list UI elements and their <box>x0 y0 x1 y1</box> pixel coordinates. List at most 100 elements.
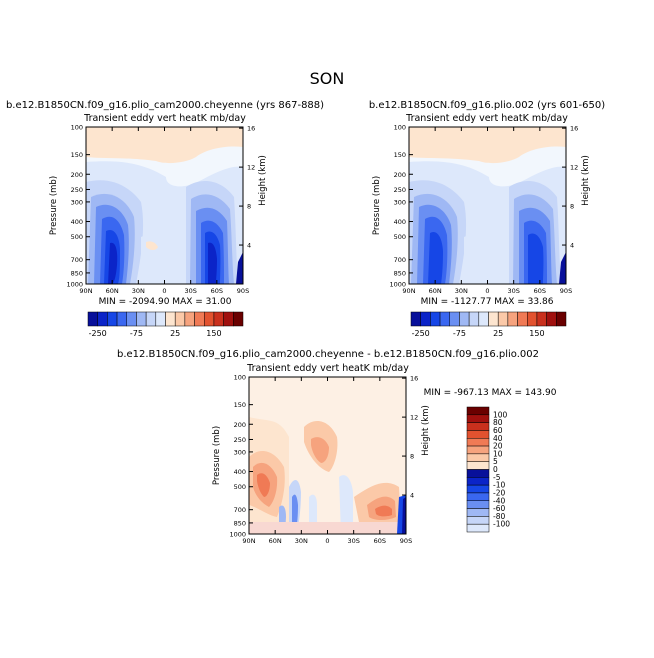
y2-axis-label: Height (km) <box>421 405 431 456</box>
panel-2-contour-plot <box>409 127 566 284</box>
colorbar-swatch <box>466 500 490 509</box>
x-tick-label: 60N <box>429 287 442 295</box>
panel-diff-case-title: b.e12.B1850CN.f09_g16.plio_cam2000.cheye… <box>117 349 539 360</box>
y2-tick-label: 16 <box>410 375 418 383</box>
contour-region <box>108 242 118 284</box>
y-tick-label: 1000 <box>389 281 406 289</box>
colorbar-swatch <box>478 311 489 327</box>
y2-tick-label: 4 <box>410 492 414 500</box>
colorbar-label: 10 <box>493 449 503 458</box>
y-tick-label: 150 <box>394 151 406 159</box>
y-tick-label: 400 <box>71 218 83 226</box>
y-tick-label: 300 <box>234 448 246 456</box>
colorbar-label: 40 <box>493 434 503 443</box>
y2-tick-label: 12 <box>410 414 418 422</box>
colorbar-label: 20 <box>493 442 503 451</box>
contour-region <box>409 127 566 164</box>
y-axis-label: Pressure (mb) <box>212 426 222 485</box>
colorbar-swatch <box>223 311 234 327</box>
y2-tick-label: 16 <box>570 125 578 133</box>
y2-tick-label: 8 <box>570 203 574 211</box>
y-tick-label: 850 <box>234 519 246 527</box>
colorbar-swatch <box>507 311 518 327</box>
colorbar-swatch <box>459 311 470 327</box>
y-tick-label: 150 <box>71 151 83 159</box>
y-tick-label: 700 <box>234 506 246 514</box>
panel-diff-title: Transient eddy vert heatK mb/day <box>246 363 409 374</box>
y-axis-label: Pressure (mb) <box>372 176 382 235</box>
colorbar-label: 0 <box>493 465 498 474</box>
contour-region <box>402 497 406 534</box>
colorbar-swatch <box>536 311 547 327</box>
y2-tick-label: 16 <box>247 125 255 133</box>
colorbar-label: 150 <box>206 329 221 338</box>
y2-tick-label: 12 <box>570 164 578 172</box>
panel-diff-axes: 90N 60N 30N 0 30S 60S 90S 100 150 200 250 300 400 500… <box>212 374 431 546</box>
x-tick-label: 0 <box>485 287 489 295</box>
y2-tick-label: 8 <box>410 453 414 461</box>
contour-region <box>311 437 329 463</box>
x-tick-label: 60N <box>269 537 282 545</box>
x-tick-label: 30N <box>295 537 308 545</box>
panel-2-title: Transient eddy vert heatK mb/day <box>405 113 568 124</box>
colorbar-swatch <box>466 477 490 486</box>
y-axis-label: Pressure (mb) <box>49 176 59 235</box>
contour-region <box>146 241 158 250</box>
panel-1-title: Transient eddy vert heatK mb/day <box>83 113 246 124</box>
colorbar-swatch <box>466 422 490 431</box>
colorbar-label: -10 <box>493 481 505 490</box>
colorbar-label: 25 <box>493 329 503 338</box>
colorbar-swatch <box>466 469 490 478</box>
colorbar-swatch <box>430 311 441 327</box>
colorbar-swatch <box>466 516 490 525</box>
panel-diff-stats: MIN = -967.13 MAX = 143.90 <box>424 388 557 398</box>
contour-region <box>339 475 353 534</box>
colorbar-label: 100 <box>493 410 508 419</box>
colorbar-swatch <box>466 484 490 494</box>
y-tick-label: 1000 <box>229 531 246 539</box>
panel-1-case-title: b.e12.B1850CN.f09_g16.plio_cam2000.cheye… <box>6 100 324 111</box>
x-tick-label: 30N <box>132 287 145 295</box>
colorbar-swatch <box>466 523 490 533</box>
x-tick-label: 30S <box>507 287 519 295</box>
colorbar-swatch <box>497 311 509 327</box>
y-tick-label: 400 <box>394 218 406 226</box>
contour-region <box>208 242 217 284</box>
colorbar-swatch <box>97 311 108 327</box>
colorbar-swatch <box>174 311 186 327</box>
colorbar-swatch <box>466 414 490 423</box>
x-tick-label: 60S <box>534 287 546 295</box>
panel-1-axes: 90N 60N 30N 0 30S 60S 90S 100 150 200 250 300 400 500… <box>49 124 268 296</box>
y-tick-label: 250 <box>234 436 246 444</box>
panel-1-colorbar: -250 -75 25 150 <box>87 311 244 338</box>
colorbar-swatch <box>136 311 147 327</box>
x-tick-label: 90N <box>402 287 415 295</box>
panel-2-stats: MIN = -1127.77 MAX = 33.86 <box>421 297 554 307</box>
contour-region <box>375 505 392 517</box>
colorbar-swatch <box>466 438 490 447</box>
panel-2-colorbar: -250 -75 25 150 <box>410 311 567 338</box>
x-tick-label: 30N <box>455 287 468 295</box>
colorbar-swatch <box>420 311 431 327</box>
y-tick-label: 400 <box>234 468 246 476</box>
colorbar-label: -80 <box>493 512 505 521</box>
colorbar-label: 60 <box>493 426 503 435</box>
colorbar-swatch <box>165 311 176 327</box>
colorbar-label: -5 <box>493 473 501 482</box>
y-tick-label: 200 <box>71 171 83 179</box>
panel-1-stats: MIN = -2094.90 MAX = 31.00 <box>99 297 232 307</box>
colorbar-label: -75 <box>130 329 143 338</box>
colorbar-label: 5 <box>493 457 498 466</box>
colorbar-swatch <box>546 311 557 327</box>
colorbar-label: 25 <box>170 329 180 338</box>
colorbar-swatch <box>449 311 460 327</box>
y-tick-label: 200 <box>394 171 406 179</box>
colorbar-swatch <box>204 311 215 327</box>
y-tick-label: 150 <box>234 401 246 409</box>
contour-region <box>528 233 544 284</box>
x-tick-label: 60S <box>374 537 386 545</box>
colorbar-swatch <box>466 406 490 416</box>
colorbar-swatch <box>107 311 118 327</box>
